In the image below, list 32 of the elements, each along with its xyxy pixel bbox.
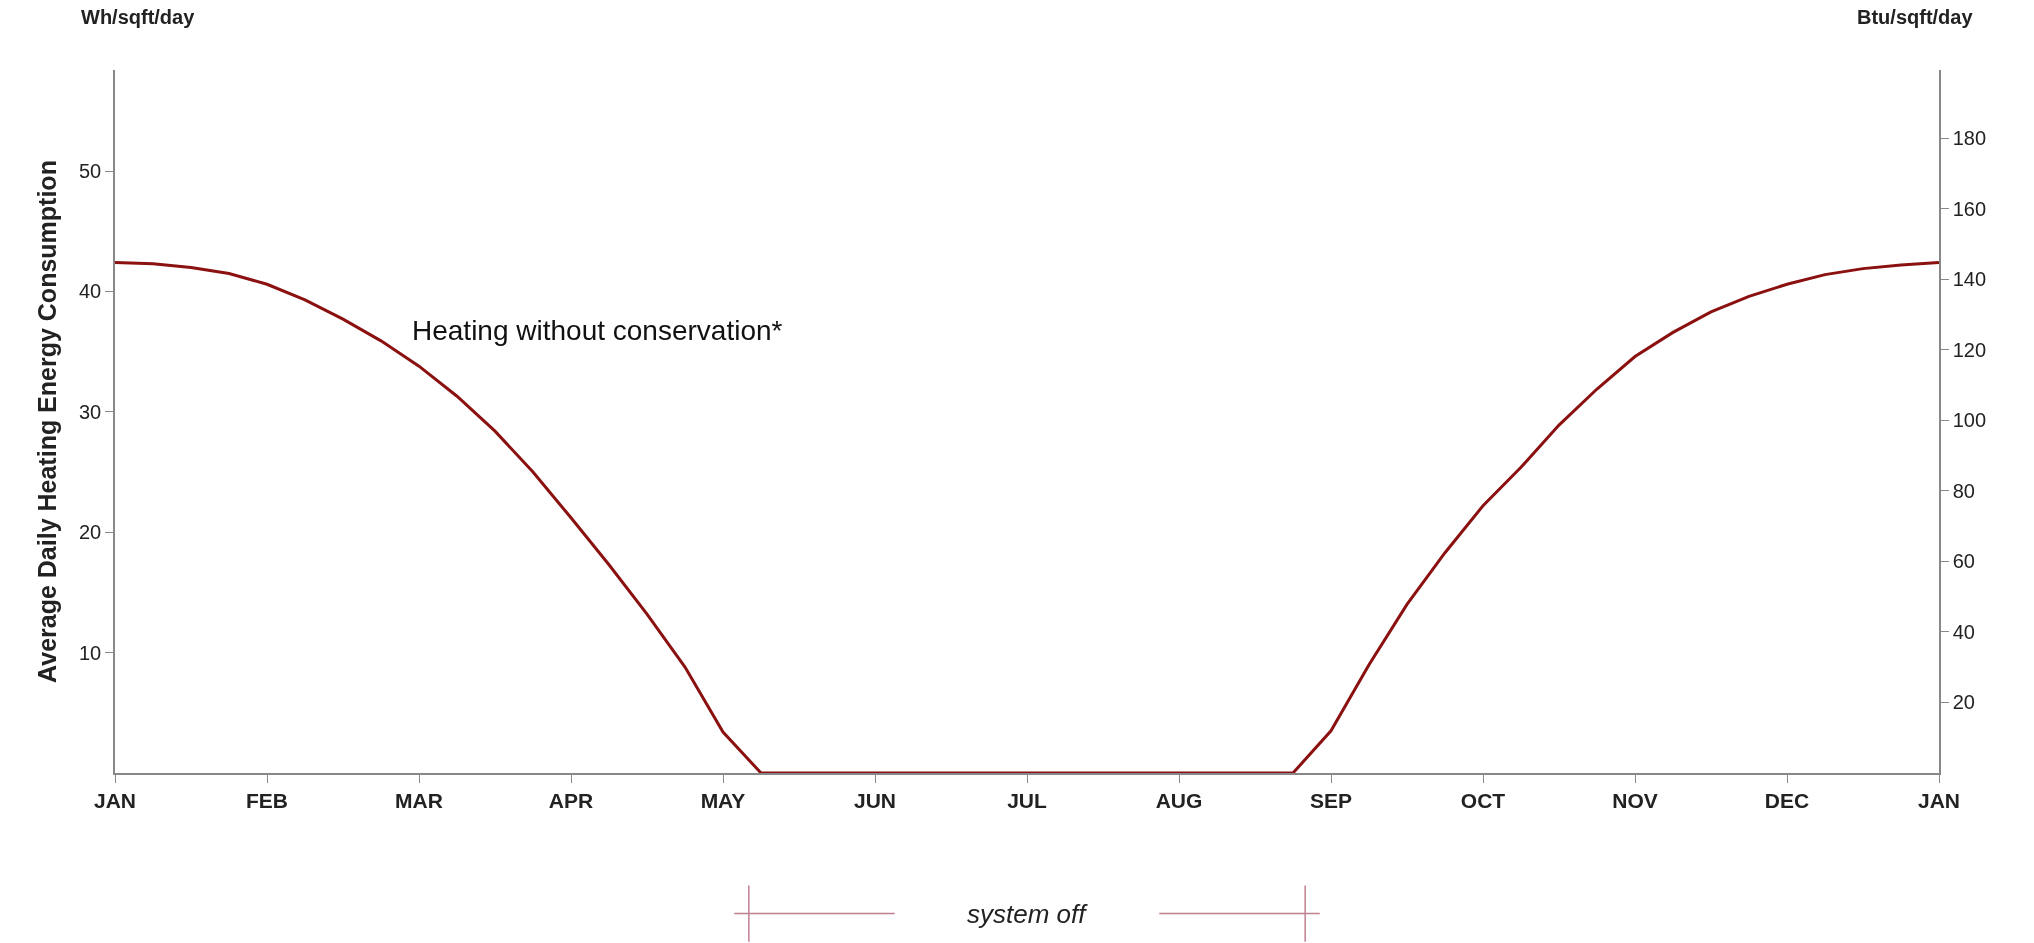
y-axis-title: Average Daily Heating Energy Consumption	[33, 160, 62, 683]
y2-tick-label: 40	[1952, 620, 1975, 643]
y-tick-label: 40	[79, 280, 102, 303]
y2-tick-label: 180	[1952, 127, 1987, 150]
text: system off	[967, 899, 1089, 929]
x-tick-label: JUN	[853, 788, 897, 812]
x-tick-label: SEP	[1309, 788, 1353, 812]
y2-tick-label: 60	[1952, 550, 1975, 573]
y2-tick-label: 140	[1952, 268, 1987, 291]
y2-tick-label: 160	[1952, 197, 1987, 220]
y-tick-label: 30	[79, 400, 102, 423]
y2-tick-label: 120	[1952, 338, 1987, 361]
x-tick-label: MAR	[395, 788, 443, 812]
y-tick-label: 20	[79, 521, 102, 544]
x-tick-label: FEB	[246, 788, 288, 812]
y2-tick-label: 100	[1952, 409, 1987, 432]
text: Btu/sqft/day	[1857, 6, 1974, 28]
x-tick-label: NOV	[1612, 788, 1658, 812]
text: Wh/sqft/day	[81, 6, 196, 28]
x-tick-label: JUL	[1007, 788, 1047, 812]
y-tick-label: 10	[79, 641, 102, 664]
x-tick-label: JAN	[1917, 788, 1961, 812]
y2-tick-label: 80	[1952, 479, 1975, 502]
y2-tick-label: 20	[1952, 691, 1975, 714]
x-tick-label: AUG	[1155, 788, 1203, 812]
x-tick-label: OCT	[1460, 788, 1506, 812]
x-tick-label: JAN	[93, 788, 137, 812]
series-label: Heating without conservation*	[412, 315, 783, 346]
x-tick-label: DEC	[1764, 788, 1810, 812]
y-tick-label: 50	[79, 160, 102, 183]
x-tick-label: MAY	[700, 788, 746, 812]
x-tick-label: APR	[548, 788, 594, 812]
